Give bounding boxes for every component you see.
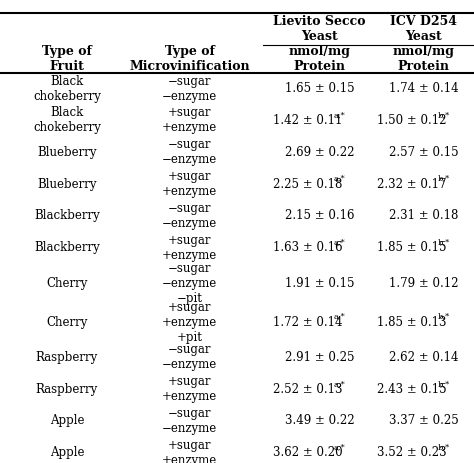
Text: Black
chokeberry: Black chokeberry [33, 75, 101, 103]
Text: b,*: b,* [438, 111, 450, 119]
Text: −sugar
−enzyme: −sugar −enzyme [162, 202, 218, 230]
Text: 2.15 ± 0.16: 2.15 ± 0.16 [285, 209, 355, 222]
Text: Type of
Microvinification: Type of Microvinification [129, 45, 250, 73]
Text: Apple: Apple [50, 446, 84, 459]
Text: 2.31 ± 0.18: 2.31 ± 0.18 [389, 209, 458, 222]
Text: 2.57 ± 0.15: 2.57 ± 0.15 [389, 146, 458, 159]
Text: Cherry: Cherry [46, 276, 88, 289]
Text: −sugar
−enzyme: −sugar −enzyme [162, 75, 218, 103]
Text: −sugar
−enzyme
−pit: −sugar −enzyme −pit [162, 262, 218, 305]
Text: +sugar
+enzyme: +sugar +enzyme [162, 234, 218, 262]
Text: +sugar
+enzyme: +sugar +enzyme [162, 170, 218, 198]
Text: +sugar
+enzyme: +sugar +enzyme [162, 375, 218, 403]
Text: 2.43 ± 0.15: 2.43 ± 0.15 [377, 383, 447, 396]
Text: 1.72 ± 0.14: 1.72 ± 0.14 [273, 315, 343, 329]
Text: b,*: b,* [438, 238, 450, 246]
Text: a,*: a,* [334, 175, 346, 182]
Text: nmol/mg
Protein: nmol/mg Protein [392, 45, 455, 73]
Text: 2.52 ± 0.13: 2.52 ± 0.13 [273, 383, 343, 396]
Text: 2.91 ± 0.25: 2.91 ± 0.25 [285, 351, 355, 364]
Text: 3.52 ± 0.23: 3.52 ± 0.23 [377, 446, 447, 459]
Text: 3.37 ± 0.25: 3.37 ± 0.25 [389, 414, 458, 427]
Text: 2.69 ± 0.22: 2.69 ± 0.22 [285, 146, 355, 159]
Text: Blueberry: Blueberry [37, 177, 97, 191]
Text: b,*: b,* [438, 313, 450, 320]
Text: 3.62 ± 0.20: 3.62 ± 0.20 [273, 446, 343, 459]
Text: Raspberry: Raspberry [36, 351, 98, 364]
Text: 1.63 ± 0.16: 1.63 ± 0.16 [273, 241, 343, 254]
Text: 1.50 ± 0.12: 1.50 ± 0.12 [377, 114, 447, 127]
Text: +sugar
+enzyme
+pit: +sugar +enzyme +pit [162, 300, 218, 344]
Text: −sugar
−enzyme: −sugar −enzyme [162, 407, 218, 435]
Text: 2.25 ± 0.18: 2.25 ± 0.18 [273, 177, 343, 191]
Text: b,*: b,* [438, 380, 450, 388]
Text: 1.91 ± 0.15: 1.91 ± 0.15 [285, 276, 355, 289]
Text: b,*: b,* [438, 443, 450, 451]
Text: 1.85 ± 0.13: 1.85 ± 0.13 [377, 315, 447, 329]
Text: Black
chokeberry: Black chokeberry [33, 106, 101, 134]
Text: −sugar
−enzyme: −sugar −enzyme [162, 344, 218, 371]
Text: Cherry: Cherry [46, 315, 88, 329]
Text: +sugar
+enzyme: +sugar +enzyme [162, 106, 218, 134]
Text: Type of
Fruit: Type of Fruit [42, 45, 92, 73]
Text: 1.65 ± 0.15: 1.65 ± 0.15 [285, 82, 355, 95]
Text: 1.79 ± 0.12: 1.79 ± 0.12 [389, 276, 458, 289]
Text: nmol/mg
Protein: nmol/mg Protein [289, 45, 351, 73]
Text: +sugar
+enzyme: +sugar +enzyme [162, 439, 218, 463]
Text: a,*: a,* [334, 443, 346, 451]
Text: 3.49 ± 0.22: 3.49 ± 0.22 [285, 414, 355, 427]
Text: 1.74 ± 0.14: 1.74 ± 0.14 [389, 82, 458, 95]
Text: −sugar
−enzyme: −sugar −enzyme [162, 138, 218, 166]
Text: a,*: a,* [334, 380, 346, 388]
Text: a,*: a,* [334, 313, 346, 320]
Text: 1.85 ± 0.15: 1.85 ± 0.15 [377, 241, 447, 254]
Text: Blackberry: Blackberry [34, 241, 100, 254]
Text: Raspberry: Raspberry [36, 383, 98, 396]
Text: a,*: a,* [334, 111, 346, 119]
Text: b,*: b,* [438, 175, 450, 182]
Text: Apple: Apple [50, 414, 84, 427]
Text: ICV D254
Yeast: ICV D254 Yeast [390, 15, 457, 44]
Text: Blueberry: Blueberry [37, 146, 97, 159]
Text: Lievito Secco
Yeast: Lievito Secco Yeast [273, 15, 366, 44]
Text: 2.62 ± 0.14: 2.62 ± 0.14 [389, 351, 458, 364]
Text: 1.42 ± 0.11: 1.42 ± 0.11 [273, 114, 343, 127]
Text: 2.32 ± 0.17: 2.32 ± 0.17 [377, 177, 447, 191]
Text: Blackberry: Blackberry [34, 209, 100, 222]
Text: a,*: a,* [334, 238, 346, 246]
